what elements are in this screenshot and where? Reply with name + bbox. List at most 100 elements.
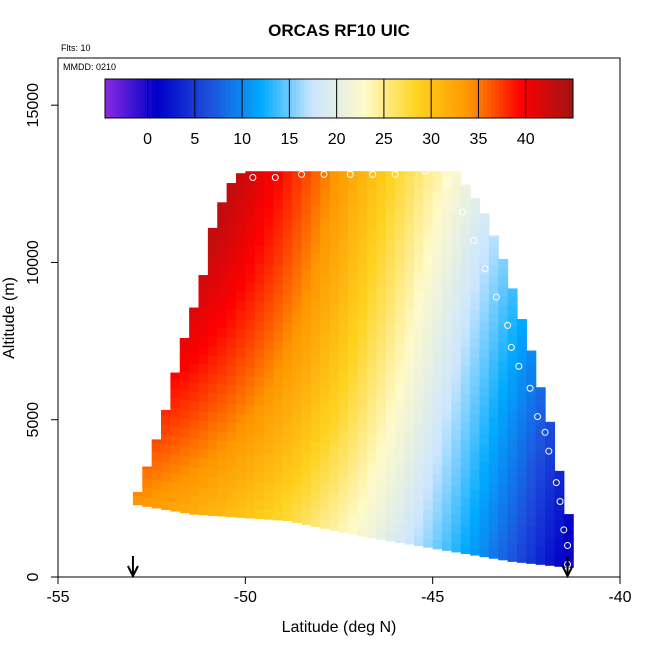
heatmap-cell (254, 348, 265, 359)
heatmap-cell (451, 466, 462, 477)
colorbar-segment (518, 79, 523, 118)
heatmap-cell (488, 388, 499, 399)
heatmap-cell (385, 248, 396, 259)
heatmap-cell (395, 400, 406, 411)
heatmap-cell (395, 410, 406, 421)
heatmap-cell (442, 229, 452, 240)
colorbar-segment (105, 79, 110, 118)
heatmap-cell (385, 437, 396, 448)
heatmap-cell (376, 293, 387, 304)
heatmap-cell (245, 171, 256, 179)
heatmap-cell (451, 532, 462, 543)
heatmap-cell (376, 171, 387, 182)
heatmap-cell (357, 451, 368, 462)
heatmap-cell (376, 463, 387, 474)
heatmap-cell (498, 370, 509, 382)
heatmap-cell (460, 374, 471, 385)
heatmap-cell (226, 290, 237, 301)
heatmap-cell (395, 438, 406, 449)
heatmap-cell (339, 277, 349, 288)
heatmap-cell (339, 409, 349, 420)
heatmap-cell (301, 212, 312, 223)
heatmap-cell (367, 330, 378, 341)
heatmap-cell (179, 446, 190, 457)
heatmap-cell (432, 416, 443, 427)
heatmap-cell (423, 424, 434, 435)
heatmap-cell (320, 433, 331, 444)
heatmap-cell (273, 180, 284, 191)
heatmap-cell (226, 309, 237, 320)
heatmap-cell (301, 373, 312, 384)
heatmap-cell (451, 448, 462, 459)
heatmap-cell (395, 297, 406, 308)
heatmap-cell (348, 185, 359, 196)
heatmap-cell (348, 486, 359, 497)
heatmap-cell (376, 275, 387, 286)
heatmap-cell (535, 413, 546, 424)
colorbar-segment (147, 79, 153, 118)
heatmap-cell (235, 177, 246, 188)
heatmap-cell (460, 308, 471, 319)
heatmap-cell (413, 460, 424, 471)
heatmap-cell (254, 310, 265, 321)
heatmap-cell (217, 204, 228, 215)
heatmap-cell (142, 468, 153, 479)
heatmap-cell (404, 345, 415, 356)
heatmap-cell (470, 451, 481, 462)
heatmap-cell (292, 475, 303, 486)
heatmap-cell (226, 233, 237, 244)
heatmap-cell (423, 443, 434, 454)
heatmap-cell (470, 262, 481, 273)
chart-title: ORCAS RF10 UIC (268, 21, 410, 40)
heatmap-cell (329, 218, 340, 229)
x-tick-label: -45 (421, 589, 444, 606)
observation-point (526, 384, 534, 392)
heatmap-cell (488, 510, 499, 521)
heatmap-cell (451, 391, 462, 402)
heatmap-cell (367, 292, 378, 303)
heatmap-cell (395, 259, 406, 270)
heatmap-cell (339, 371, 349, 382)
heatmap-cell (301, 439, 312, 450)
heatmap-cell (404, 477, 415, 488)
heatmap-cell (348, 430, 359, 441)
heatmap-cell (357, 488, 368, 499)
heatmap-cell (179, 337, 190, 344)
heatmap-cell (320, 171, 331, 180)
heatmap-cell (282, 208, 293, 220)
heatmap-cell (273, 482, 284, 493)
heatmap-cell (226, 252, 237, 263)
heatmap-cell (479, 377, 490, 388)
heatmap-cell (292, 173, 303, 184)
observation-point (504, 321, 512, 329)
heatmap-cell (320, 518, 331, 529)
heatmap-cell (498, 455, 509, 466)
heatmap-cell (292, 192, 303, 203)
heatmap-cell (507, 504, 518, 515)
heatmap-cell (339, 220, 349, 231)
heatmap-cell (170, 397, 181, 408)
heatmap-cell (526, 487, 537, 498)
heatmap-cell (282, 426, 293, 437)
heatmap-cell (451, 457, 462, 468)
heatmap-cell (404, 392, 415, 404)
heatmap-cell (282, 369, 293, 380)
heatmap-cell (292, 343, 303, 354)
heatmap-cell (385, 521, 396, 532)
heatmap-cell (235, 441, 246, 452)
heatmap-cell (282, 350, 293, 361)
heatmap-cell (329, 332, 340, 343)
heatmap-cell (488, 454, 499, 465)
heatmap-cell (470, 498, 481, 509)
heatmap-cell (460, 213, 471, 224)
observation-point (545, 447, 553, 455)
heatmap-cell (320, 462, 331, 473)
heatmap-cell (507, 466, 518, 477)
heatmap-cell (245, 404, 256, 415)
heatmap-cell (217, 365, 228, 376)
heatmap-cell (292, 409, 303, 420)
heatmap-cell (526, 544, 537, 555)
x-axis-label: Latitude (deg N) (282, 619, 397, 636)
heatmap-cell (264, 283, 275, 294)
plot-frame (57, 57, 621, 578)
